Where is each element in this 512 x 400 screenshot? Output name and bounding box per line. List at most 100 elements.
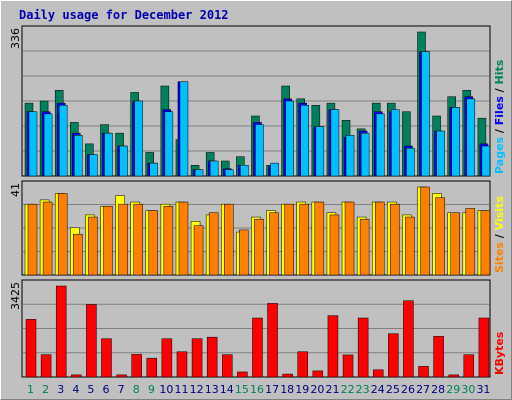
bar-pages <box>240 165 249 177</box>
bar-sites <box>208 212 219 276</box>
x-tick-label: 11 <box>175 383 189 396</box>
legend-item-pages: Pages <box>493 136 506 174</box>
bar-sites <box>27 203 38 276</box>
legend-kbytes: KBytes <box>493 331 506 375</box>
bar-sites <box>405 216 415 276</box>
bar-sites <box>163 206 174 276</box>
x-tick-label: 9 <box>148 383 155 396</box>
bar-sites <box>359 218 370 276</box>
y-max-label: 41 <box>9 183 22 197</box>
bar-sites <box>465 208 476 276</box>
bar-kbytes <box>433 336 444 378</box>
bar-pages <box>149 162 159 177</box>
bar-sites <box>450 212 460 276</box>
bar-kbytes <box>206 336 218 378</box>
bar-pages <box>436 130 445 177</box>
x-tick-label: 23 <box>356 383 370 396</box>
bar-sites <box>254 218 264 276</box>
y-max-label: 336 <box>9 28 22 49</box>
bar-pages <box>179 81 189 177</box>
x-tick-label: 17 <box>265 383 279 396</box>
legend-separator: / <box>493 84 506 96</box>
x-tick-label: 25 <box>386 383 400 396</box>
bar-kbytes <box>267 303 278 378</box>
bar-kbytes <box>131 354 142 378</box>
bar-sites <box>329 214 340 276</box>
bar-sites <box>284 203 294 276</box>
bar-sites <box>374 201 385 276</box>
bar-sites <box>420 186 430 276</box>
bar-pages <box>345 135 355 177</box>
bar-sites <box>88 216 98 276</box>
x-tick-label: 30 <box>461 383 475 396</box>
bar-sites <box>178 201 189 276</box>
bar-pages <box>209 160 219 177</box>
legend-separator: / <box>493 230 506 242</box>
legend-hits-files-pages: Pages / Files / Hits <box>493 59 506 174</box>
bar-kbytes <box>448 374 459 378</box>
bar-pages <box>391 109 400 177</box>
bar-sites <box>435 197 445 276</box>
bar-kbytes <box>25 319 37 378</box>
bar-sites <box>480 210 491 276</box>
bar-pages <box>330 109 340 177</box>
x-tick-label: 16 <box>250 383 264 396</box>
bar-pages <box>255 124 264 177</box>
legend-separator: / <box>493 125 506 137</box>
legend-visits-sites: Sites / Visits <box>493 196 506 273</box>
legend-item-kbytes: KBytes <box>493 331 506 375</box>
bar-pages <box>119 145 128 177</box>
bar-sites <box>344 201 355 276</box>
x-tick-label: 14 <box>220 383 234 396</box>
bar-pages <box>225 169 234 177</box>
x-tick-label: 5 <box>87 383 94 396</box>
bar-kbytes <box>71 374 82 378</box>
x-tick-label: 28 <box>431 383 445 396</box>
bar-kbytes <box>478 317 490 378</box>
bar-sites <box>57 193 68 276</box>
bar-sites <box>42 201 53 276</box>
bar-pages <box>406 147 415 177</box>
y-max-label: 3425 <box>9 282 22 310</box>
x-tick-label: 21 <box>325 383 339 396</box>
bar-kbytes <box>297 351 308 378</box>
bar-kbytes <box>327 315 339 378</box>
x-tick-label: 2 <box>42 383 49 396</box>
x-tick-label: 3 <box>57 383 64 396</box>
bar-pages <box>451 107 460 177</box>
x-tick-label: 24 <box>371 383 385 396</box>
bar-kbytes <box>161 338 173 378</box>
bar-kbytes <box>403 300 414 378</box>
x-tick-label: 10 <box>159 383 173 396</box>
bar-sites <box>118 203 128 276</box>
bar-kbytes <box>116 374 127 378</box>
bar-pages <box>466 98 476 177</box>
x-tick-label: 29 <box>446 383 460 396</box>
x-tick-label: 8 <box>133 383 140 396</box>
bar-pages <box>375 113 385 177</box>
bar-kbytes <box>40 354 52 378</box>
bar-pages <box>43 113 53 177</box>
bar-sites <box>390 203 400 276</box>
bar-kbytes <box>86 304 97 378</box>
bar-sites <box>299 203 309 276</box>
x-tick-label: 15 <box>235 383 249 396</box>
legend-item-visits: Visits <box>493 196 506 231</box>
bar-pages <box>300 105 309 177</box>
x-tick-label: 26 <box>401 383 415 396</box>
bar-pages <box>104 132 113 177</box>
bar-sites <box>269 212 279 276</box>
legend-item-hits: Hits <box>493 59 506 84</box>
x-tick-label: 22 <box>341 383 355 396</box>
bar-pages <box>270 162 279 177</box>
bar-sites <box>148 210 159 276</box>
bar-pages <box>285 100 294 177</box>
bar-kbytes <box>388 333 399 378</box>
x-tick-label: 1 <box>27 383 34 396</box>
bar-pages <box>194 169 204 177</box>
bar-kbytes <box>222 354 233 378</box>
bar-kbytes <box>146 357 158 378</box>
bar-pages <box>481 145 491 177</box>
bar-kbytes <box>357 317 369 378</box>
bar-sites <box>133 203 143 276</box>
